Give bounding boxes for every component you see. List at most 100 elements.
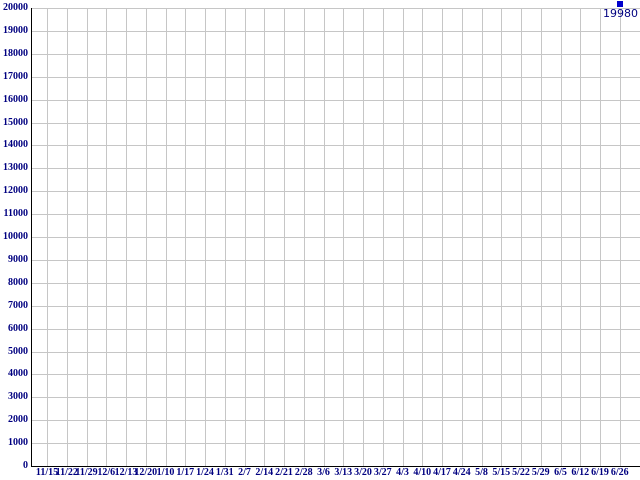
gridline-horizontal — [31, 397, 640, 398]
x-axis-tick-label: 1/10 — [156, 467, 175, 478]
y-axis-tick-label: 6000 — [8, 323, 28, 334]
y-axis-tick-label: 15000 — [3, 117, 28, 128]
gridline-vertical — [442, 8, 443, 466]
gridline-horizontal — [31, 306, 640, 307]
x-axis-tick-label: 1/31 — [215, 467, 234, 478]
y-axis-tick-label: 9000 — [8, 254, 28, 265]
x-axis-tick-label: 1/17 — [176, 467, 195, 478]
x-axis-tick-label: 2/21 — [275, 467, 293, 478]
gridline-horizontal — [31, 352, 640, 353]
gridline-vertical — [501, 8, 502, 466]
gridline-vertical — [383, 8, 384, 466]
y-axis-tick-label: 20000 — [3, 2, 28, 13]
y-axis-tick-label: 0 — [23, 460, 28, 471]
y-axis-tick-label: 16000 — [3, 94, 28, 105]
x-axis-tick-label: 2/7 — [238, 467, 251, 478]
data-point[interactable] — [617, 1, 623, 7]
gridline-horizontal — [31, 283, 640, 284]
x-axis-tick-label: 2/14 — [255, 467, 274, 478]
gridline-vertical — [87, 8, 88, 466]
y-axis-tick-label: 14000 — [3, 139, 28, 150]
gridline-vertical — [304, 8, 305, 466]
gridline-vertical — [521, 8, 522, 466]
gridline-vertical — [541, 8, 542, 466]
gridline-vertical — [482, 8, 483, 466]
gridline-horizontal — [31, 443, 640, 444]
x-axis-line — [31, 466, 640, 467]
gridline-vertical — [561, 8, 562, 466]
y-axis-tick-label: 12000 — [3, 185, 28, 196]
gridline-horizontal — [31, 54, 640, 55]
x-axis-tick-label: 6/19 — [591, 467, 609, 478]
gridline-horizontal — [31, 191, 640, 192]
x-axis-tick-label: 12/20 — [134, 467, 158, 478]
y-axis-tick-label: 10000 — [3, 231, 28, 242]
x-axis-tick-label: 3/6 — [317, 467, 330, 478]
gridline-vertical — [284, 8, 285, 466]
x-axis-tick-label: 5/15 — [492, 467, 511, 478]
y-axis-tick-label: 7000 — [8, 300, 28, 311]
gridline-vertical — [166, 8, 167, 466]
gridline-horizontal — [31, 100, 640, 101]
gridline-vertical — [343, 8, 344, 466]
gridline-horizontal — [31, 123, 640, 124]
gridline-vertical — [205, 8, 206, 466]
gridline-horizontal — [31, 260, 640, 261]
x-axis-tick-label: 5/29 — [531, 467, 550, 478]
y-axis-line — [31, 8, 32, 467]
gridline-vertical — [600, 8, 601, 466]
y-axis-tick-label: 2000 — [8, 414, 28, 425]
y-axis-tick-label: 8000 — [8, 277, 28, 288]
gridline-vertical — [462, 8, 463, 466]
x-axis-tick-label: 11/15 — [35, 467, 59, 478]
x-axis-tick-label: 6/12 — [571, 467, 590, 478]
x-axis-tick-label: 12/13 — [114, 467, 138, 478]
x-axis-tick-label: 11/22 — [55, 467, 78, 478]
x-axis-tick-label: 2/28 — [294, 467, 313, 478]
y-axis-tick-label: 13000 — [3, 162, 28, 173]
x-axis-tick-label: 3/13 — [334, 467, 353, 478]
gridline-vertical — [580, 8, 581, 466]
x-axis-tick-label: 4/24 — [452, 467, 471, 478]
x-axis-tick-label: 5/22 — [512, 467, 530, 478]
gridline-vertical — [422, 8, 423, 466]
y-axis-tick-label: 5000 — [8, 346, 28, 357]
x-axis-tick-label: 11/29 — [75, 467, 98, 478]
y-axis-tick-label: 18000 — [3, 48, 28, 59]
y-axis-tick-label: 11000 — [3, 208, 28, 219]
x-axis-tick-label: 3/27 — [373, 467, 392, 478]
gridline-horizontal — [31, 374, 640, 375]
gridline-vertical — [324, 8, 325, 466]
gridline-vertical — [47, 8, 48, 466]
x-axis-tick-label: 5/8 — [475, 467, 488, 478]
gridline-vertical — [146, 8, 147, 466]
gridline-vertical — [403, 8, 404, 466]
x-axis-tick-label: 1/24 — [196, 467, 214, 478]
y-axis-tick-label: 3000 — [8, 391, 28, 402]
y-axis-tick-label: 17000 — [3, 71, 28, 82]
gridline-vertical — [264, 8, 265, 466]
gridline-vertical — [67, 8, 68, 466]
gridline-vertical — [106, 8, 107, 466]
gridline-vertical — [363, 8, 364, 466]
gridline-horizontal — [31, 420, 640, 421]
x-axis-tick-label: 6/26 — [610, 467, 629, 478]
x-axis-tick-label: 3/20 — [354, 467, 372, 478]
gridline-horizontal — [31, 329, 640, 330]
gridline-vertical — [620, 8, 621, 466]
x-axis-tick-label: 6/5 — [554, 467, 567, 478]
gridline-vertical — [225, 8, 226, 466]
x-axis-tick-label: 4/3 — [396, 467, 409, 478]
gridline-vertical — [126, 8, 127, 466]
gridline-horizontal — [31, 214, 640, 215]
gridline-horizontal — [31, 237, 640, 238]
gridline-horizontal — [31, 168, 640, 169]
y-axis-tick-label: 19000 — [3, 25, 28, 36]
y-axis-tick-label: 4000 — [8, 368, 28, 379]
gridline-horizontal — [31, 145, 640, 146]
x-axis-tick-label: 4/17 — [433, 467, 451, 478]
gridline-horizontal — [31, 31, 640, 32]
y-axis-tick-label: 1000 — [8, 437, 28, 448]
x-axis-tick-label: 12/6 — [97, 467, 116, 478]
